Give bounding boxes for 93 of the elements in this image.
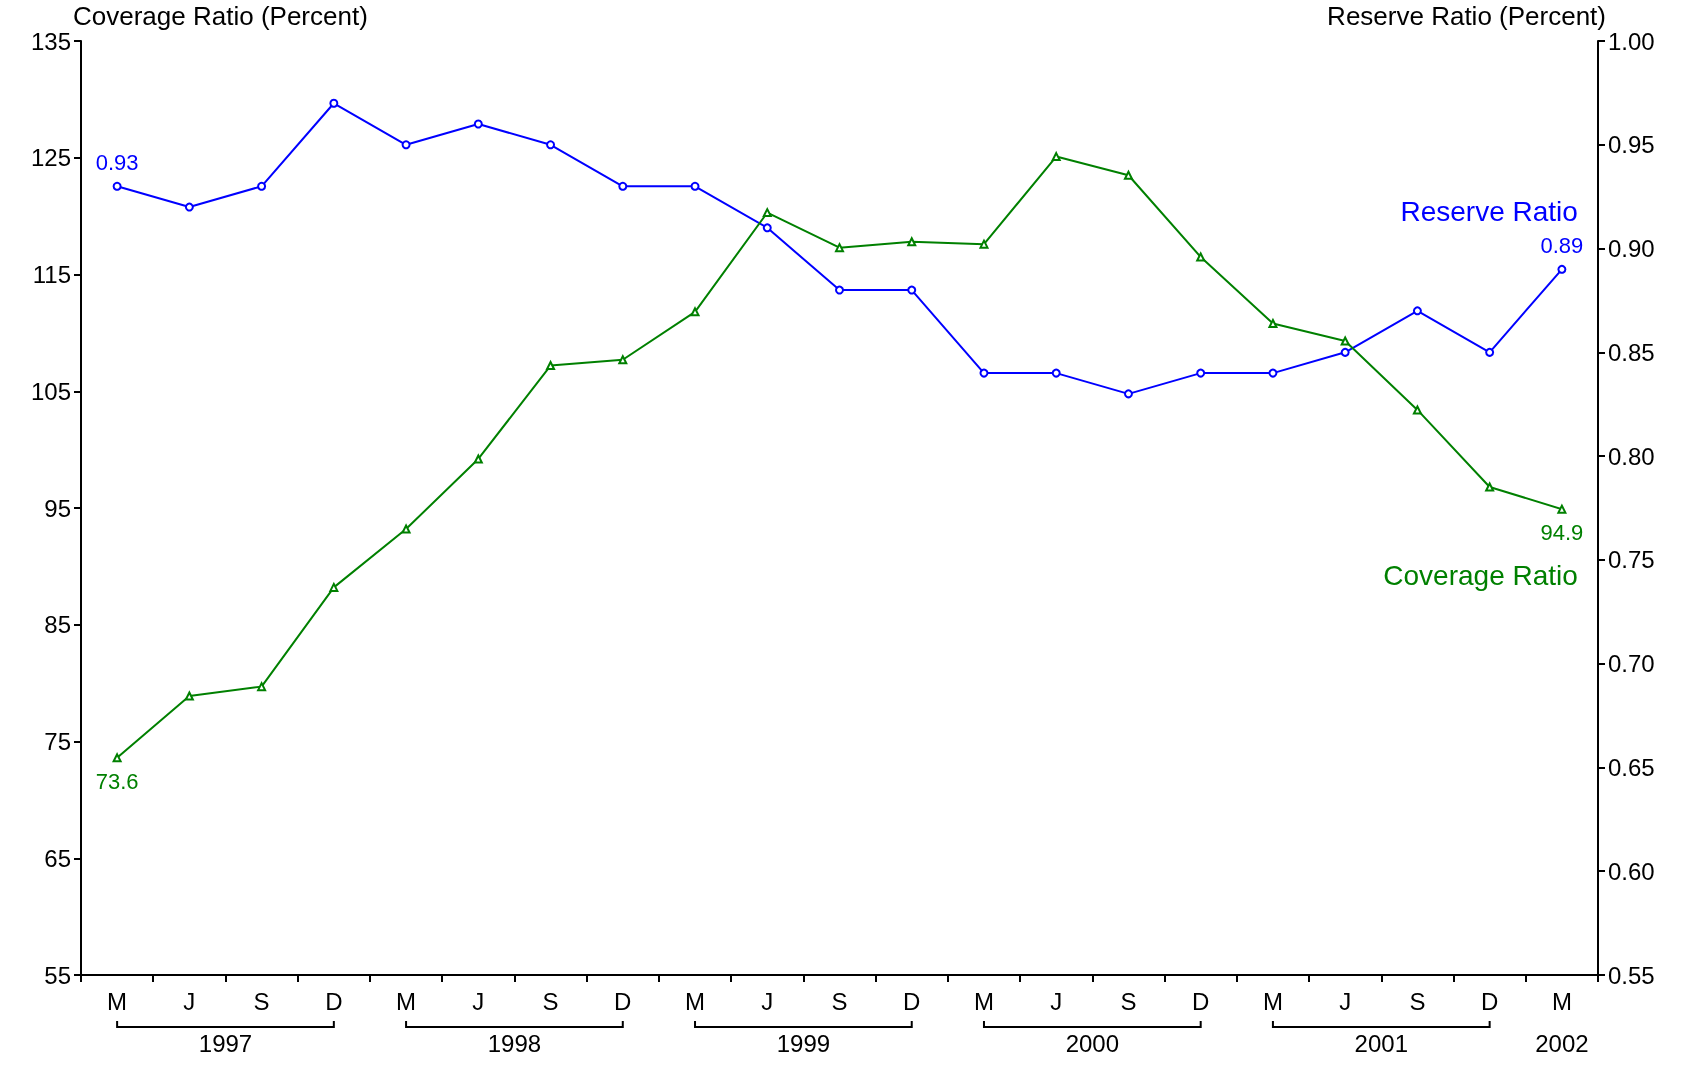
point [1412, 405, 1422, 415]
point [907, 237, 917, 247]
x-tick-label: J [1050, 987, 1063, 1015]
y-axis-title: Coverage Ratio (Percent) [73, 1, 368, 32]
y-tick-label: 55 [44, 961, 71, 989]
y2-tick-label: 0.90 [1608, 235, 1655, 263]
point [184, 202, 194, 212]
point [257, 181, 267, 191]
point [762, 208, 772, 218]
y2-tick-label: 0.75 [1608, 546, 1655, 574]
y2-tick-label: 1.00 [1608, 27, 1655, 55]
x-tick-label: J [761, 987, 774, 1015]
point [1051, 368, 1061, 378]
text: 2001 [1354, 1029, 1408, 1057]
point [112, 181, 122, 191]
y-tick-label: 125 [30, 144, 71, 172]
x-tick-label: J [1339, 987, 1352, 1015]
y2-tick-label: 0.55 [1608, 961, 1655, 989]
y-tick-label: 95 [44, 494, 71, 522]
point [1196, 252, 1206, 262]
point [690, 181, 700, 191]
point [690, 307, 700, 317]
point [1485, 482, 1495, 492]
text: 2002 [1535, 1029, 1589, 1057]
point [546, 140, 556, 150]
text: 1998 [487, 1029, 542, 1057]
point [473, 119, 483, 129]
x-tick-label: S [1409, 987, 1426, 1015]
point [979, 239, 989, 249]
x-tick-label: S [831, 987, 848, 1015]
series-label: Reserve Ratio [1400, 195, 1578, 227]
point [907, 285, 917, 295]
x-tick-label: D [325, 987, 343, 1015]
data-label: 94.9 [1540, 520, 1584, 546]
point [618, 181, 628, 191]
x-tick-label: M [1551, 987, 1572, 1015]
point [112, 753, 122, 763]
x-tick-label: M [1262, 987, 1283, 1015]
point [329, 582, 339, 592]
y-tick-label: 115 [32, 261, 71, 288]
point [401, 524, 411, 534]
x-tick-label: J [472, 987, 485, 1015]
point [762, 223, 772, 233]
text: 1999 [776, 1029, 831, 1057]
x-tick-label: S [542, 987, 559, 1015]
point [1485, 347, 1495, 357]
y2-tick-label: 0.85 [1608, 338, 1655, 366]
point [1268, 368, 1278, 378]
y2-tick-label: 0.95 [1608, 131, 1655, 159]
text: 2000 [1065, 1029, 1120, 1057]
point [257, 682, 267, 692]
y2-tick-label: 0.65 [1608, 753, 1655, 781]
y2-tick-label: 0.70 [1608, 650, 1655, 678]
y-tick-label: 85 [44, 611, 71, 639]
point [1412, 306, 1422, 316]
point [1340, 347, 1350, 357]
point [618, 355, 628, 365]
y-tick-label: 135 [30, 27, 71, 55]
point [1196, 368, 1206, 378]
text: 1997 [198, 1029, 253, 1057]
x-tick-label: M [973, 987, 994, 1015]
point [184, 691, 194, 701]
x-tick-label: D [903, 987, 921, 1015]
data-label: 0.93 [95, 150, 139, 176]
y-tick-label: 105 [30, 377, 71, 405]
point [835, 285, 844, 295]
point [1123, 170, 1133, 180]
x-tick-label: S [253, 987, 270, 1015]
y-tick-label: 75 [44, 728, 71, 755]
y2-axis-title: Reserve Ratio (Percent) [1327, 1, 1606, 32]
series-label: Coverage Ratio [1383, 559, 1578, 591]
point [835, 243, 844, 253]
x-tick-label: M [396, 987, 417, 1015]
data-label: 73.6 [95, 768, 139, 794]
x-tick-label: D [1480, 987, 1499, 1015]
y-tick-label: 65 [44, 844, 71, 872]
x-tick-label: M [685, 987, 706, 1015]
point [1340, 336, 1350, 346]
point [401, 140, 411, 150]
point [1557, 264, 1567, 274]
x-tick-label: J [183, 987, 196, 1015]
point [473, 454, 483, 464]
point [329, 98, 339, 108]
data-label: 0.89 [1540, 233, 1584, 259]
y2-tick-label: 0.80 [1608, 442, 1655, 470]
x-tick-label: D [614, 987, 632, 1015]
y2-tick-label: 0.60 [1608, 857, 1655, 885]
point [979, 368, 989, 378]
x-tick-label: M [107, 987, 128, 1015]
x-tick-label: D [1192, 987, 1210, 1015]
point [1557, 504, 1567, 514]
point [1123, 389, 1133, 399]
x-tick-label: S [1120, 987, 1137, 1015]
